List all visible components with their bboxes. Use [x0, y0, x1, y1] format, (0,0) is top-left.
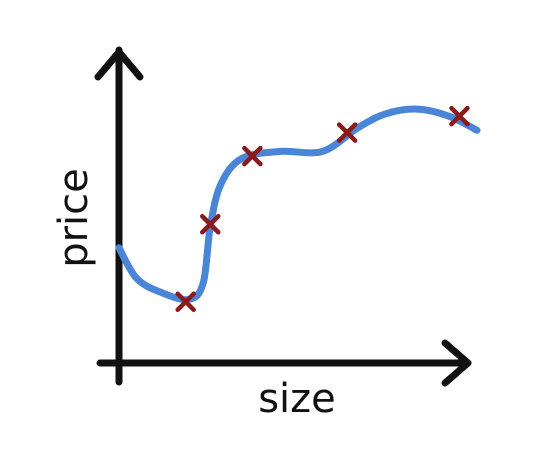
- x-axis-label: size: [258, 376, 336, 422]
- data-point-3: [242, 145, 263, 167]
- data-points: [175, 105, 470, 313]
- data-point-4: [336, 122, 358, 143]
- data-point-1: [175, 291, 196, 313]
- y-axis-arrowhead: [94, 48, 144, 81]
- y-axis-label: price: [51, 168, 97, 268]
- data-point-2: [200, 214, 221, 235]
- fit-curve: [115, 105, 481, 304]
- axes: [94, 46, 472, 387]
- data-point-5: [449, 105, 470, 127]
- x-axis-arrowhead: [441, 339, 472, 387]
